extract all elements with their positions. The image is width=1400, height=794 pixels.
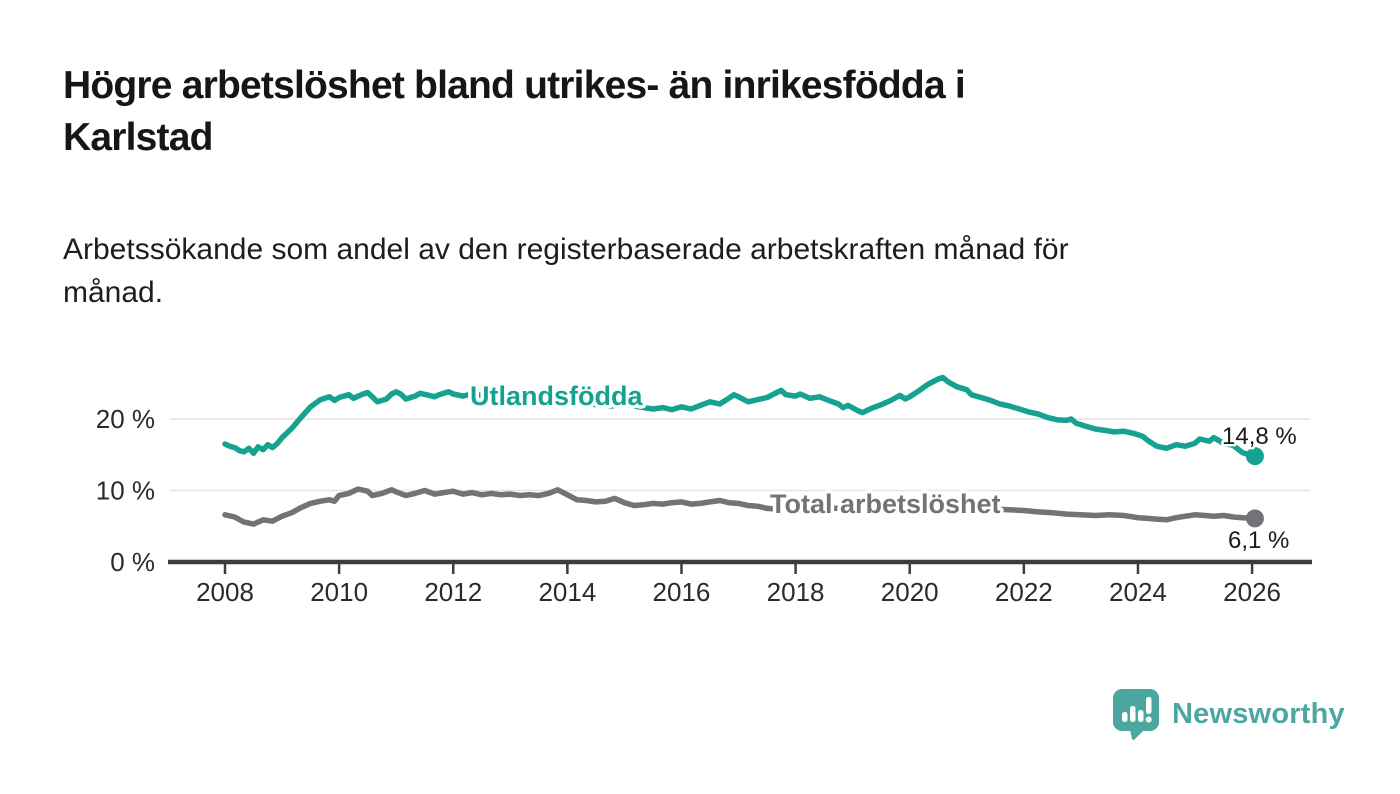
x-tick-label: 2026: [1223, 577, 1281, 607]
end-dot-utlandsfodda: [1245, 447, 1264, 466]
bar-1: [1122, 712, 1128, 722]
page-subtitle: Arbetssökande som andel av den registerb…: [63, 228, 1283, 314]
series-line-utlandsfodda: [222, 374, 1258, 459]
bar-2: [1130, 706, 1136, 722]
x-tick-label: 2022: [995, 577, 1053, 607]
page-subtitle-line-2: månad.: [63, 276, 164, 309]
speech-bubble-shape: [1113, 689, 1159, 740]
exclamation-stem: [1146, 697, 1152, 714]
page-subtitle-line-1: Arbetssökande som andel av den registerb…: [63, 233, 1069, 266]
x-tick-label: 2012: [424, 577, 482, 607]
x-tick-label: 2010: [310, 577, 368, 607]
newsworthy-logo-icon: [1112, 688, 1160, 740]
x-tick-label: 2008: [196, 577, 254, 607]
x-tick-label: 2016: [653, 577, 711, 607]
y-tick-label: 0 %: [110, 547, 155, 577]
x-tick-label: 2014: [538, 577, 596, 607]
end-dot-total: [1245, 509, 1264, 528]
chart-canvas: 0 % 10 % 20 % 2008 2010 2012 2014 2016 2018 2020 2…: [96, 374, 1312, 607]
x-tick-label: 2020: [881, 577, 939, 607]
unemployment-line-chart: 0 % 10 % 20 % 2008 2010 2012 2014 2016 2018 2020 2…: [0, 355, 1400, 615]
newsworthy-wordmark: Newsworthy: [1172, 697, 1345, 730]
x-tick-label: 2018: [767, 577, 825, 607]
x-tick-label: 2024: [1109, 577, 1167, 607]
y-tick-label: 20 %: [96, 404, 155, 434]
series-line-total: [222, 486, 1258, 527]
page-title-line-2: Karlstad: [63, 116, 213, 159]
bar-3: [1138, 710, 1144, 722]
exclamation-dot: [1145, 716, 1152, 723]
y-tick-label: 10 %: [96, 476, 155, 506]
end-value-label-total: 6,1 %: [1228, 527, 1289, 554]
page-title: Högre arbetslöshet bland utrikes- än inr…: [63, 60, 1283, 164]
end-value-label-utlandsfodda: 14,8 %: [1222, 423, 1297, 450]
page-title-line-1: Högre arbetslöshet bland utrikes- än inr…: [63, 64, 966, 107]
series-label-utlandsfodda: Utlandsfödda: [470, 381, 643, 411]
series-label-total: Total arbetslöshet: [770, 489, 1001, 519]
newsworthy-logo: Newsworthy: [1112, 686, 1345, 742]
